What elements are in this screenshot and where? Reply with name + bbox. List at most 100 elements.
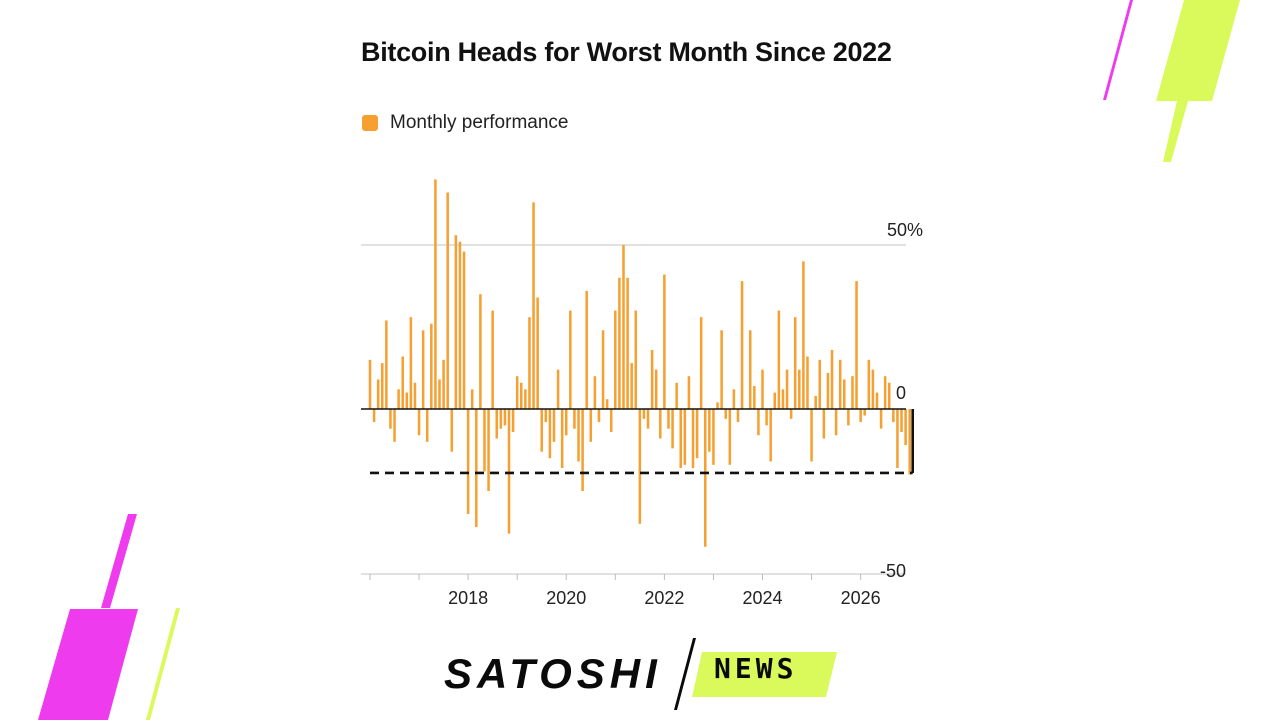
deco-magenta-thin-line [1103, 0, 1133, 100]
bar [883, 376, 887, 409]
bar [430, 323, 433, 409]
bar [769, 409, 772, 462]
bar [475, 409, 478, 528]
bar [417, 409, 421, 436]
bar [405, 392, 409, 409]
satoshi-news-logo: SATOSHI NEWS [440, 636, 840, 712]
bar [646, 409, 650, 429]
bar [777, 310, 781, 409]
deco-magenta-candle-wick [101, 514, 137, 608]
bar [540, 409, 543, 452]
bar [720, 330, 723, 409]
logo-shapes [674, 638, 837, 710]
deco-magenta-candle-body [38, 609, 138, 720]
bar [528, 317, 531, 409]
bar [822, 409, 826, 439]
bar [569, 310, 572, 409]
bar [716, 402, 719, 409]
bar [483, 409, 486, 472]
bar [634, 310, 638, 409]
bar [875, 392, 879, 409]
bar [671, 409, 674, 449]
bar [728, 409, 732, 465]
deco-lime-candle-body [1156, 0, 1240, 101]
bar [638, 409, 642, 524]
bar [904, 409, 907, 446]
bar [614, 310, 617, 409]
bar [503, 409, 507, 426]
bar [785, 369, 789, 409]
bar [381, 363, 384, 409]
bar [434, 179, 437, 409]
bar [798, 369, 801, 409]
bar [871, 369, 875, 409]
bar [826, 372, 830, 409]
bar [892, 409, 895, 423]
bar [401, 356, 404, 409]
bar [548, 409, 552, 459]
bar [732, 389, 736, 409]
deco-lime-thin-line [146, 608, 180, 720]
legend-label: Monthly performance [390, 112, 569, 133]
bar [397, 389, 400, 409]
bar [470, 389, 474, 409]
bar [385, 320, 388, 409]
bar [425, 409, 429, 442]
bar [458, 241, 462, 409]
bar [712, 409, 715, 465]
bar [765, 409, 768, 426]
bar [699, 317, 703, 409]
bar [887, 382, 891, 409]
bar [642, 409, 646, 419]
bar [867, 359, 871, 409]
bar [859, 409, 862, 423]
bar [855, 281, 858, 409]
bar [585, 290, 588, 409]
bar [544, 409, 548, 423]
bar [630, 363, 633, 409]
bar [491, 310, 494, 409]
bar [479, 294, 482, 409]
bar [532, 202, 535, 409]
bar [393, 409, 396, 442]
deco-lime-candle-wick [1163, 101, 1188, 162]
bar [389, 409, 392, 429]
bar [818, 359, 822, 409]
legend-swatch [362, 115, 378, 131]
bar [577, 409, 580, 462]
bar [409, 317, 413, 409]
y-tick-label: 50% [887, 220, 923, 240]
bar [675, 382, 678, 409]
bar [515, 376, 519, 409]
bar [593, 376, 597, 409]
bar [900, 409, 903, 432]
bar [442, 359, 445, 409]
bar [487, 409, 490, 491]
bar [626, 277, 629, 409]
bar [748, 330, 752, 409]
bar [695, 409, 699, 459]
bar [806, 356, 809, 409]
bar [368, 359, 372, 409]
bar [552, 409, 556, 442]
bar [847, 409, 850, 426]
bar [704, 409, 707, 547]
bar [687, 376, 691, 409]
bar [654, 369, 658, 409]
bar [495, 409, 499, 439]
bar [724, 409, 727, 419]
bar [908, 409, 911, 475]
brand-news: NEWS [714, 652, 798, 685]
bar [789, 409, 793, 419]
bar [879, 409, 883, 429]
bar [753, 386, 756, 409]
bar [683, 409, 687, 465]
x-tick-label: 2022 [644, 588, 684, 608]
bar [466, 409, 470, 514]
bar [589, 409, 593, 442]
bar [793, 317, 797, 409]
bar [622, 245, 625, 409]
bar [708, 409, 711, 452]
